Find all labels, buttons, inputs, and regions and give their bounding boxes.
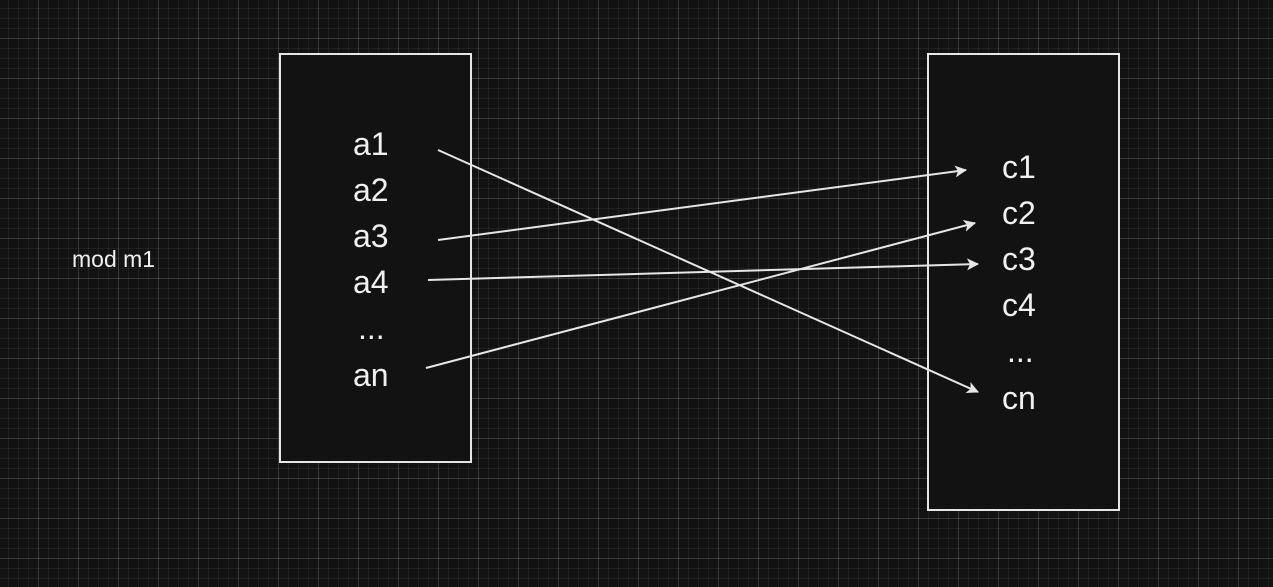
left-item-an: an: [353, 357, 389, 393]
left-item-a3: a3: [353, 218, 389, 254]
arrow-a3-to-c1: [437, 165, 967, 241]
left-item-a1: a1: [353, 126, 389, 162]
left-item-a2: a2: [353, 172, 389, 208]
right-item-cn: cn: [1002, 380, 1036, 416]
side-label: mod m1: [72, 246, 156, 272]
right-item-c4: c4: [1002, 287, 1036, 323]
right-item-c1: c1: [1002, 149, 1036, 185]
left-item-ellipsis: ...: [358, 310, 385, 346]
arrow-an-to-c2: [425, 220, 976, 369]
right-item-ellipsis: ...: [1007, 333, 1034, 369]
arrow-a4-to-c3: [427, 258, 979, 281]
left-item-a4: a4: [353, 264, 389, 300]
arrow-a1-to-cn: [437, 149, 979, 393]
right-item-c2: c2: [1002, 195, 1036, 231]
right-item-c3: c3: [1002, 241, 1036, 277]
